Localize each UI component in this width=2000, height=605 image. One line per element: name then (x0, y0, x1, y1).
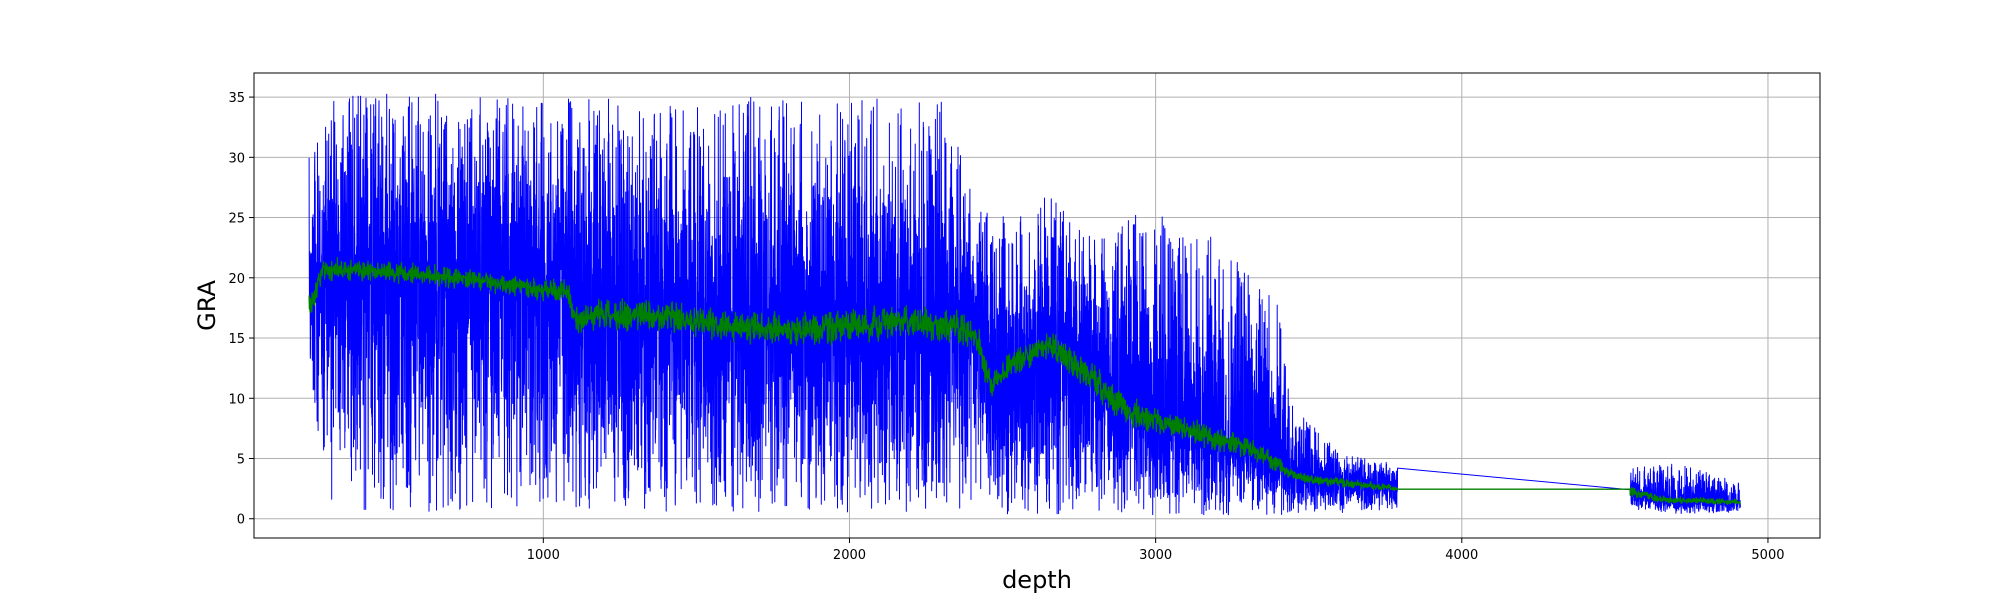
series-raw-gra (308, 93, 1741, 516)
plot-series (308, 93, 1741, 516)
x-tick-label: 3000 (1139, 548, 1172, 563)
series-line (308, 93, 1741, 516)
x-axis-title: depth (1002, 566, 1072, 594)
axis-ticks: 1000 2000 3000 4000 5000 0 5 10 15 20 25 30 35 (228, 91, 1784, 563)
y-tick-label: 20 (228, 272, 245, 287)
x-tick-label: 4000 (1445, 548, 1478, 563)
y-tick-label: 10 (228, 392, 245, 407)
x-tick-label: 2000 (833, 548, 866, 563)
y-axis-title: GRA (193, 280, 221, 331)
series-smoothed-gra (308, 256, 1741, 505)
x-tick-label: 1000 (527, 548, 560, 563)
y-tick-label: 35 (228, 91, 245, 106)
y-tick-label: 0 (237, 513, 245, 528)
x-tick-label: 5000 (1751, 548, 1784, 563)
y-tick-label: 30 (228, 151, 245, 166)
series-line (308, 256, 1741, 505)
plot-frame (253, 72, 1821, 539)
y-tick-label: 25 (228, 212, 245, 227)
y-tick-label: 5 (237, 452, 245, 467)
y-tick-label: 15 (228, 332, 245, 347)
